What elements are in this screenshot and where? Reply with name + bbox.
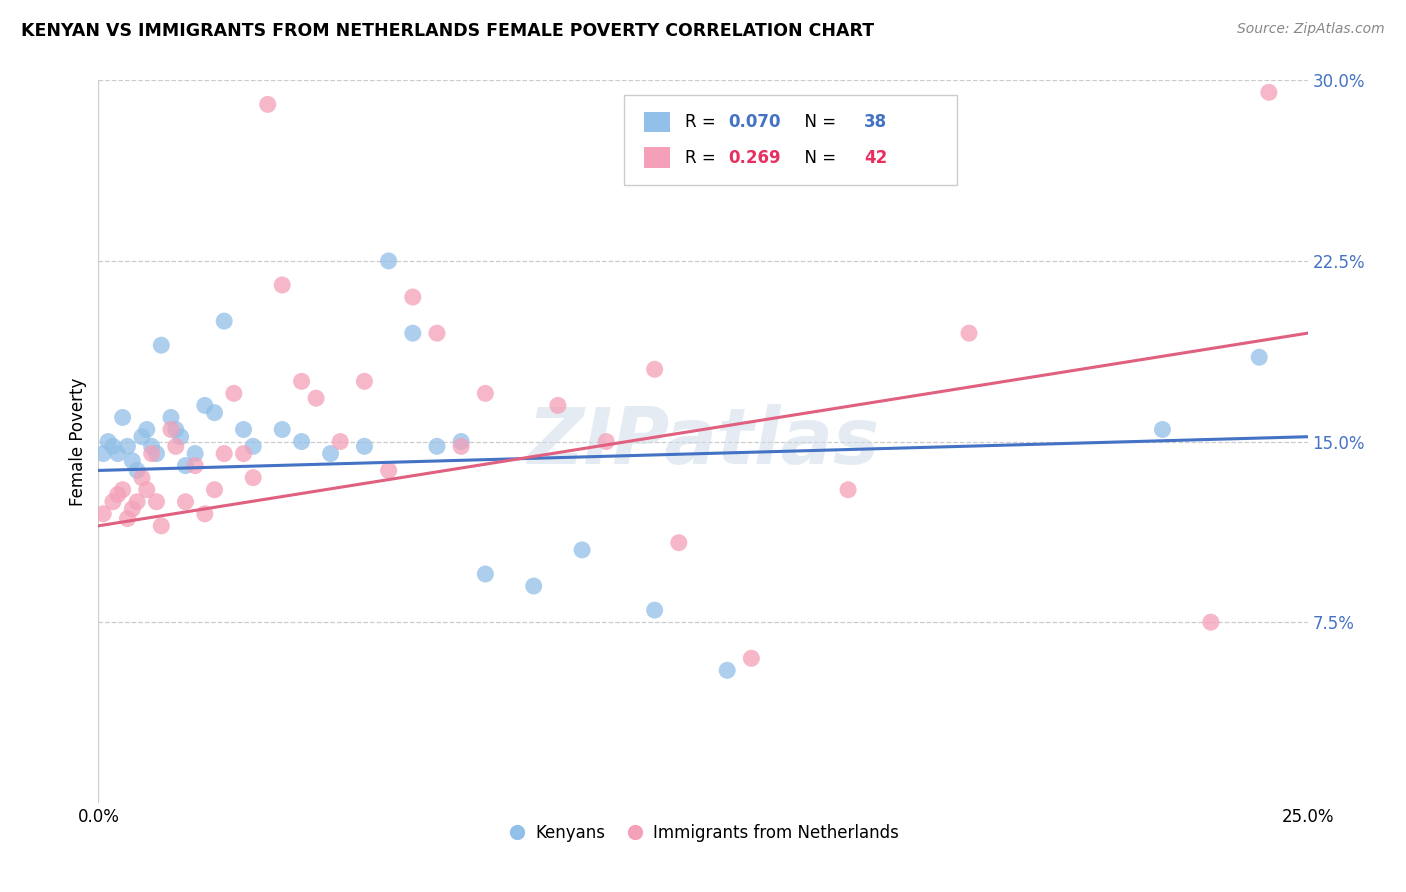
Point <box>1249 350 1271 364</box>
Bar <box>624 95 957 185</box>
Point <box>165 422 187 436</box>
Bar <box>644 147 671 168</box>
Point <box>117 511 139 525</box>
Point <box>232 422 254 436</box>
Text: 42: 42 <box>863 149 887 167</box>
Point <box>194 398 217 412</box>
Legend: Kenyans, Immigrants from Netherlands: Kenyans, Immigrants from Netherlands <box>501 817 905 848</box>
Point <box>111 410 134 425</box>
Point <box>169 430 191 444</box>
Point <box>450 434 472 449</box>
Text: N =: N = <box>794 113 841 131</box>
Point <box>523 579 546 593</box>
Point <box>127 463 149 477</box>
Point <box>242 439 264 453</box>
Point <box>329 434 352 449</box>
Point <box>242 470 264 484</box>
Point <box>174 458 197 473</box>
Point <box>111 483 134 497</box>
Point <box>740 651 762 665</box>
Point <box>141 439 163 453</box>
Point <box>145 494 167 508</box>
Point <box>135 483 157 497</box>
Point <box>377 253 399 268</box>
Point <box>547 398 569 412</box>
Text: KENYAN VS IMMIGRANTS FROM NETHERLANDS FEMALE POVERTY CORRELATION CHART: KENYAN VS IMMIGRANTS FROM NETHERLANDS FE… <box>21 22 875 40</box>
Point <box>135 422 157 436</box>
Text: ZIPatlas: ZIPatlas <box>527 403 879 480</box>
Point <box>150 518 173 533</box>
Point <box>160 410 183 425</box>
Point <box>141 446 163 460</box>
Point <box>1257 85 1279 99</box>
Point <box>474 567 496 582</box>
Point <box>232 446 254 460</box>
Point <box>450 439 472 453</box>
Point <box>184 446 207 460</box>
Point <box>957 326 980 340</box>
Point <box>212 446 235 460</box>
Point <box>377 463 399 477</box>
Text: N =: N = <box>794 149 841 167</box>
Point <box>644 362 666 376</box>
Point <box>290 374 312 388</box>
Text: 0.269: 0.269 <box>728 149 780 167</box>
Point <box>145 446 167 460</box>
Point <box>131 430 153 444</box>
Text: R =: R = <box>685 149 721 167</box>
Point <box>716 664 738 678</box>
Point <box>194 507 217 521</box>
Point <box>174 494 197 508</box>
Point <box>426 326 449 340</box>
Point <box>402 290 425 304</box>
Point <box>204 483 226 497</box>
Point <box>271 422 294 436</box>
Point <box>256 97 278 112</box>
Point <box>1199 615 1222 630</box>
Point <box>474 386 496 401</box>
Point <box>402 326 425 340</box>
Point <box>184 458 207 473</box>
Text: Source: ZipAtlas.com: Source: ZipAtlas.com <box>1237 22 1385 37</box>
Point <box>204 406 226 420</box>
Point <box>319 446 342 460</box>
Point <box>121 454 143 468</box>
Text: R =: R = <box>685 113 721 131</box>
Y-axis label: Female Poverty: Female Poverty <box>69 377 87 506</box>
Point <box>212 314 235 328</box>
Point <box>97 434 120 449</box>
Point <box>117 439 139 453</box>
Point <box>165 439 187 453</box>
Point <box>571 542 593 557</box>
Point <box>131 470 153 484</box>
Point <box>150 338 173 352</box>
Point <box>305 391 328 405</box>
Point <box>101 439 124 453</box>
Point <box>426 439 449 453</box>
Text: 38: 38 <box>863 113 887 131</box>
Point <box>101 494 124 508</box>
Point <box>107 487 129 501</box>
Point <box>668 535 690 549</box>
Point <box>271 277 294 292</box>
Point <box>1152 422 1174 436</box>
Point <box>595 434 617 449</box>
Point <box>91 446 114 460</box>
Point <box>644 603 666 617</box>
Point <box>160 422 183 436</box>
Point <box>837 483 859 497</box>
Point <box>127 494 149 508</box>
Point <box>353 374 375 388</box>
Point <box>353 439 375 453</box>
Point <box>107 446 129 460</box>
Point <box>290 434 312 449</box>
Point <box>91 507 114 521</box>
Point <box>121 502 143 516</box>
Point <box>222 386 245 401</box>
Text: 0.070: 0.070 <box>728 113 780 131</box>
Bar <box>644 112 671 132</box>
